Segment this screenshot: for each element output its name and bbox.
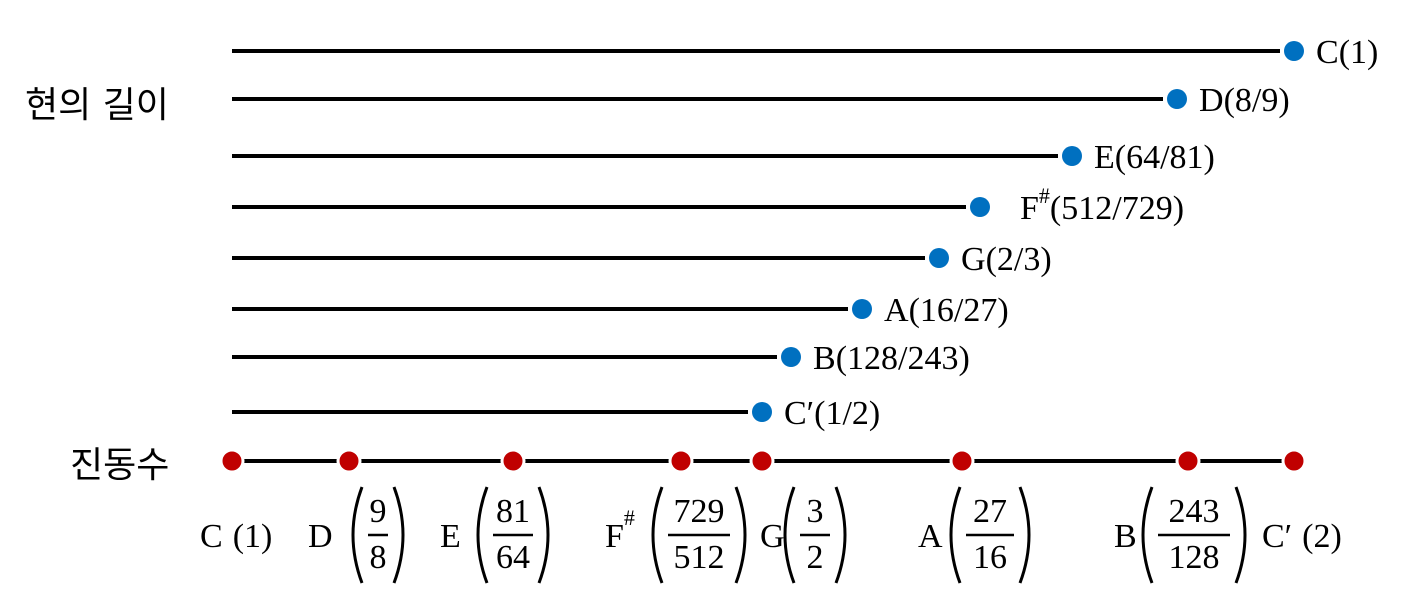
note: F [605, 518, 624, 555]
frequency-note: E [440, 518, 461, 555]
numerator: 729 [674, 493, 725, 530]
string-label: E(64/81) [1094, 139, 1215, 176]
note: B [813, 340, 836, 377]
denominator: 512 [674, 539, 725, 576]
paren-right [1234, 486, 1247, 584]
paren-left [783, 486, 796, 584]
frequency-note: C′ (2) [1262, 518, 1342, 555]
note: E [440, 518, 461, 555]
string-dot [1167, 89, 1187, 109]
string-label: D(8/9) [1199, 82, 1290, 119]
frequency-note: A [918, 518, 943, 555]
frequency-note: C (1) [200, 518, 272, 555]
note: A [884, 292, 909, 329]
denominator: 8 [370, 539, 387, 576]
note: C [1316, 34, 1339, 71]
string-label: B(128/243) [813, 340, 970, 377]
string-dot [781, 347, 801, 367]
frequency-note: B [1114, 518, 1137, 555]
denominator: 2 [807, 539, 824, 576]
ratio: (1) [1339, 34, 1379, 71]
numerator: 81 [496, 493, 530, 530]
frequency-dot [1175, 448, 1201, 474]
string-label: A(16/27) [884, 292, 1009, 329]
frequency-dot [500, 448, 526, 474]
note: G [760, 518, 785, 555]
sharp: # [624, 505, 635, 530]
paren-left [949, 486, 962, 584]
note: F [1020, 190, 1039, 227]
string-dot [852, 299, 872, 319]
ratio: (512/729) [1050, 190, 1184, 227]
paren-right [1018, 486, 1031, 584]
string-dot [970, 197, 990, 217]
string-dot [1284, 41, 1304, 61]
paren-left [476, 486, 489, 584]
frequency-dot [336, 448, 362, 474]
ratio: (1/2) [814, 395, 880, 432]
paren-right [537, 486, 550, 584]
frequency-dot [668, 448, 694, 474]
string-label: C(1) [1316, 34, 1378, 71]
paren-right [734, 486, 747, 584]
string-dot [752, 402, 772, 422]
numerator: 243 [1169, 493, 1220, 530]
frequency-note: G [760, 518, 785, 555]
ratio: (2/3) [986, 241, 1052, 278]
denominator: 128 [1169, 539, 1220, 576]
ratio: (16/27) [909, 292, 1009, 329]
string-label: C′(1/2) [784, 395, 880, 432]
numerator: 3 [807, 493, 824, 530]
ratio: (128/243) [836, 340, 970, 377]
note: C [200, 518, 223, 555]
note: E [1094, 139, 1115, 176]
note: B [1114, 518, 1137, 555]
note: C′ [1262, 518, 1292, 555]
ratio: (8/9) [1224, 82, 1290, 119]
value: (1) [233, 518, 273, 555]
sharp: # [1039, 183, 1050, 208]
frequency-dot [749, 448, 775, 474]
paren-left [1141, 486, 1154, 584]
string-label: F#(512/729) [1020, 183, 1184, 227]
note: D [1199, 82, 1224, 119]
ratio: (64/81) [1115, 139, 1215, 176]
frequency-dot [219, 448, 245, 474]
note: D [308, 518, 333, 555]
numerator: 9 [370, 493, 387, 530]
paren-right [392, 486, 405, 584]
paren-left [651, 486, 664, 584]
frequency-note: D [308, 518, 333, 555]
note: G [961, 241, 986, 278]
numerator: 27 [973, 493, 1007, 530]
note: A [918, 518, 943, 555]
string-length-label: 현의 길이 [25, 85, 169, 126]
value: (2) [1302, 518, 1342, 555]
denominator: 16 [973, 539, 1007, 576]
frequency-note: F# [605, 505, 635, 555]
string-dot [929, 248, 949, 268]
paren-right [834, 486, 847, 584]
note: C′ [784, 395, 814, 432]
paren-left [351, 486, 364, 584]
string-label: G(2/3) [961, 241, 1052, 278]
frequency-dot [949, 448, 975, 474]
frequency-label: 진동수 [70, 445, 169, 486]
denominator: 64 [496, 539, 530, 576]
string-dot [1062, 146, 1082, 166]
frequency-dot [1281, 448, 1307, 474]
